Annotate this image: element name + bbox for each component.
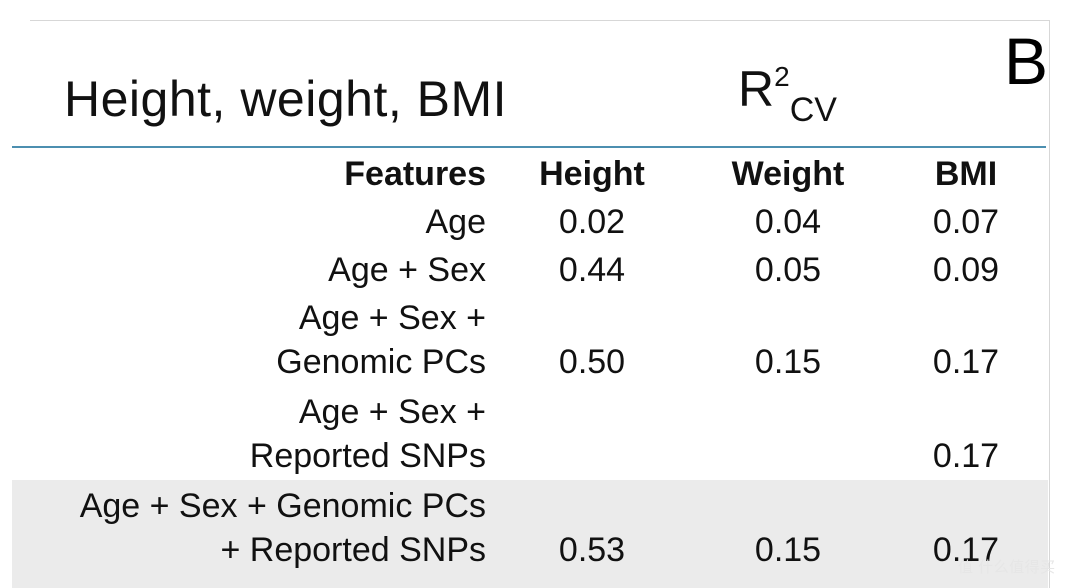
row-age-sex-feature: Age + Sex — [328, 251, 486, 289]
row-genomic-feature-line1: Age + Sex + — [298, 299, 486, 337]
row-age-sex-height: 0.44 — [558, 251, 626, 289]
row-full-feature-line2: + Reported SNPs — [220, 531, 486, 569]
panel-label: B — [1004, 24, 1049, 98]
row-full-bmi: 0.17 — [932, 531, 1000, 569]
row-genomic-bmi: 0.17 — [932, 343, 1000, 381]
row-snps-bmi: 0.17 — [932, 437, 1000, 475]
row-age-sex-weight: 0.05 — [754, 251, 822, 289]
row-age-height: 0.02 — [558, 203, 626, 241]
row-age-weight: 0.04 — [754, 203, 822, 241]
row-age-sex-bmi: 0.09 — [932, 251, 1000, 289]
row-full-height: 0.53 — [558, 531, 626, 569]
header-features: Features — [344, 155, 486, 193]
row-genomic-feature-line2: Genomic PCs — [276, 343, 486, 381]
metric-base: R — [738, 61, 775, 117]
frame-top-border — [30, 20, 1050, 21]
header-height: Height — [539, 155, 645, 193]
row-genomic-weight: 0.15 — [754, 343, 822, 381]
metric-subscript: CV — [789, 91, 837, 129]
watermark: 值 什么值得买 — [958, 559, 1056, 576]
row-snps-feature-line1: Age + Sex + — [298, 393, 486, 431]
highlighted-row-background — [12, 480, 1048, 588]
row-full-weight: 0.15 — [754, 531, 822, 569]
row-age-feature: Age — [425, 203, 487, 241]
frame-right-border — [1049, 20, 1050, 588]
header-weight: Weight — [731, 155, 845, 193]
row-full-feature-line1: Age + Sex + Genomic PCs — [79, 487, 486, 525]
row-genomic-height: 0.50 — [558, 343, 626, 381]
header-bmi: BMI — [934, 155, 998, 193]
row-snps-feature-line2: Reported SNPs — [249, 437, 486, 475]
header-divider — [12, 146, 1046, 148]
metric-superscript: 2 — [774, 61, 790, 93]
slide-title: Height, weight, BMI — [64, 71, 508, 127]
row-age-bmi: 0.07 — [932, 203, 1000, 241]
metric-label: R2CV — [738, 61, 837, 128]
